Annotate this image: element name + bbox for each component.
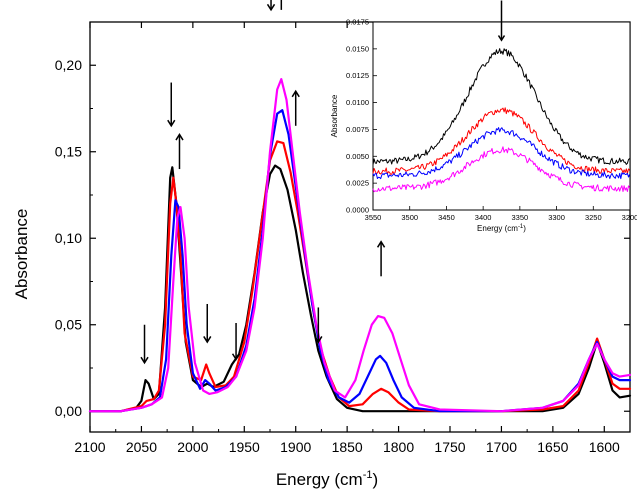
annotation-arrow-down-2-head bbox=[167, 119, 176, 128]
y-tick-label: 0,15 bbox=[55, 144, 82, 160]
x-axis-title-close: ) bbox=[373, 470, 379, 489]
annotation-arrow-up-10-head bbox=[376, 240, 386, 248]
inset-frame bbox=[372, 21, 631, 211]
inset-x-tick-label: 3250 bbox=[585, 213, 602, 222]
inset-y-tick-label: 0.0125 bbox=[346, 71, 369, 80]
inset-annotation-arrow-1-head bbox=[497, 35, 506, 42]
inset-y-tick-label: 0.0175 bbox=[346, 18, 369, 27]
y-tick-label: 0,05 bbox=[55, 317, 82, 333]
inset-y-tick-label: 0.0100 bbox=[346, 98, 369, 107]
inset-plot-area: 3550 3500 3450 3400 3350 3300 3250 3200 0.0000 0.… bbox=[330, 0, 637, 233]
x-tick-label: 1750 bbox=[434, 439, 465, 455]
inset-x-tick-label: 3450 bbox=[438, 213, 455, 222]
inset-x-axis-title: Energy (cm-1) bbox=[477, 224, 526, 233]
x-tick-label: 1800 bbox=[383, 439, 414, 455]
x-tick-label: 1950 bbox=[229, 439, 260, 455]
annotation-arrow-up-3-head bbox=[175, 133, 184, 141]
series-line-2 bbox=[88, 140, 632, 413]
inset-y-tick-label: 0.0075 bbox=[346, 125, 369, 134]
inset-x-tick-label: 3400 bbox=[475, 213, 492, 222]
main-plot-area: 2100 2050 2000 1950 1900 1850 1800 1750 1700 1650… bbox=[55, 0, 632, 455]
x-tick-label: 2000 bbox=[177, 439, 208, 455]
inset-x-tick-label: 3550 bbox=[365, 213, 382, 222]
inset-series-line-2 bbox=[372, 107, 630, 175]
inset-x-tick-label: 3500 bbox=[401, 213, 418, 222]
inset-y-tick-label: 0.0000 bbox=[346, 206, 369, 215]
x-tick-label: 1700 bbox=[486, 439, 517, 455]
inset-series-line-3 bbox=[372, 127, 631, 180]
x-tick-label: 1650 bbox=[537, 439, 568, 455]
x-axis-title: Energy (cm-1) bbox=[276, 469, 378, 489]
y-axis-title: Absorbance bbox=[12, 209, 31, 300]
inset-y-tick-label: 0.0025 bbox=[346, 179, 369, 188]
inset-series-line-4 bbox=[372, 146, 631, 193]
x-tick-label: 1900 bbox=[280, 439, 311, 455]
annotation-arrow-down-5-head bbox=[231, 353, 241, 361]
x-tick-label: 2050 bbox=[126, 439, 157, 455]
inset-x-axis-title-main: Energy (cm bbox=[477, 224, 518, 233]
inset-x-tick-label: 3300 bbox=[548, 213, 565, 222]
inset-x-axis-title-sup: -1 bbox=[518, 224, 524, 230]
annotation-arrow-down-9-head bbox=[314, 336, 323, 344]
x-tick-label: 1600 bbox=[589, 439, 620, 455]
inset-series-line-1 bbox=[372, 48, 630, 165]
x-axis-title-main: Energy (cm bbox=[276, 470, 363, 489]
inset-x-tick-label: 3200 bbox=[622, 213, 637, 222]
y-tick-label: 0,00 bbox=[55, 403, 82, 419]
series-line-4 bbox=[88, 78, 632, 413]
x-tick-label: 1850 bbox=[332, 439, 363, 455]
y-tick-label: 0,20 bbox=[55, 57, 82, 73]
inset-y-tick-label: 0.0150 bbox=[346, 44, 369, 53]
inset-y-axis-title: Absorbance bbox=[330, 94, 339, 137]
inset-x-axis-title-close: ) bbox=[523, 224, 526, 233]
annotation-arrow-down-1-head bbox=[140, 356, 149, 365]
x-tick-label: 2100 bbox=[74, 439, 105, 455]
plot-frame bbox=[89, 21, 631, 433]
inset-x-tick-label: 3350 bbox=[512, 213, 529, 222]
annotation-arrow-down-4-head bbox=[203, 336, 212, 344]
annotation-arrow-up-8-head bbox=[291, 89, 300, 98]
y-tick-label: 0,10 bbox=[55, 230, 82, 246]
inset-y-tick-label: 0.0050 bbox=[346, 152, 369, 161]
annotation-arrow-down-6-head bbox=[266, 3, 276, 12]
x-axis-title-sup: -1 bbox=[363, 469, 373, 481]
